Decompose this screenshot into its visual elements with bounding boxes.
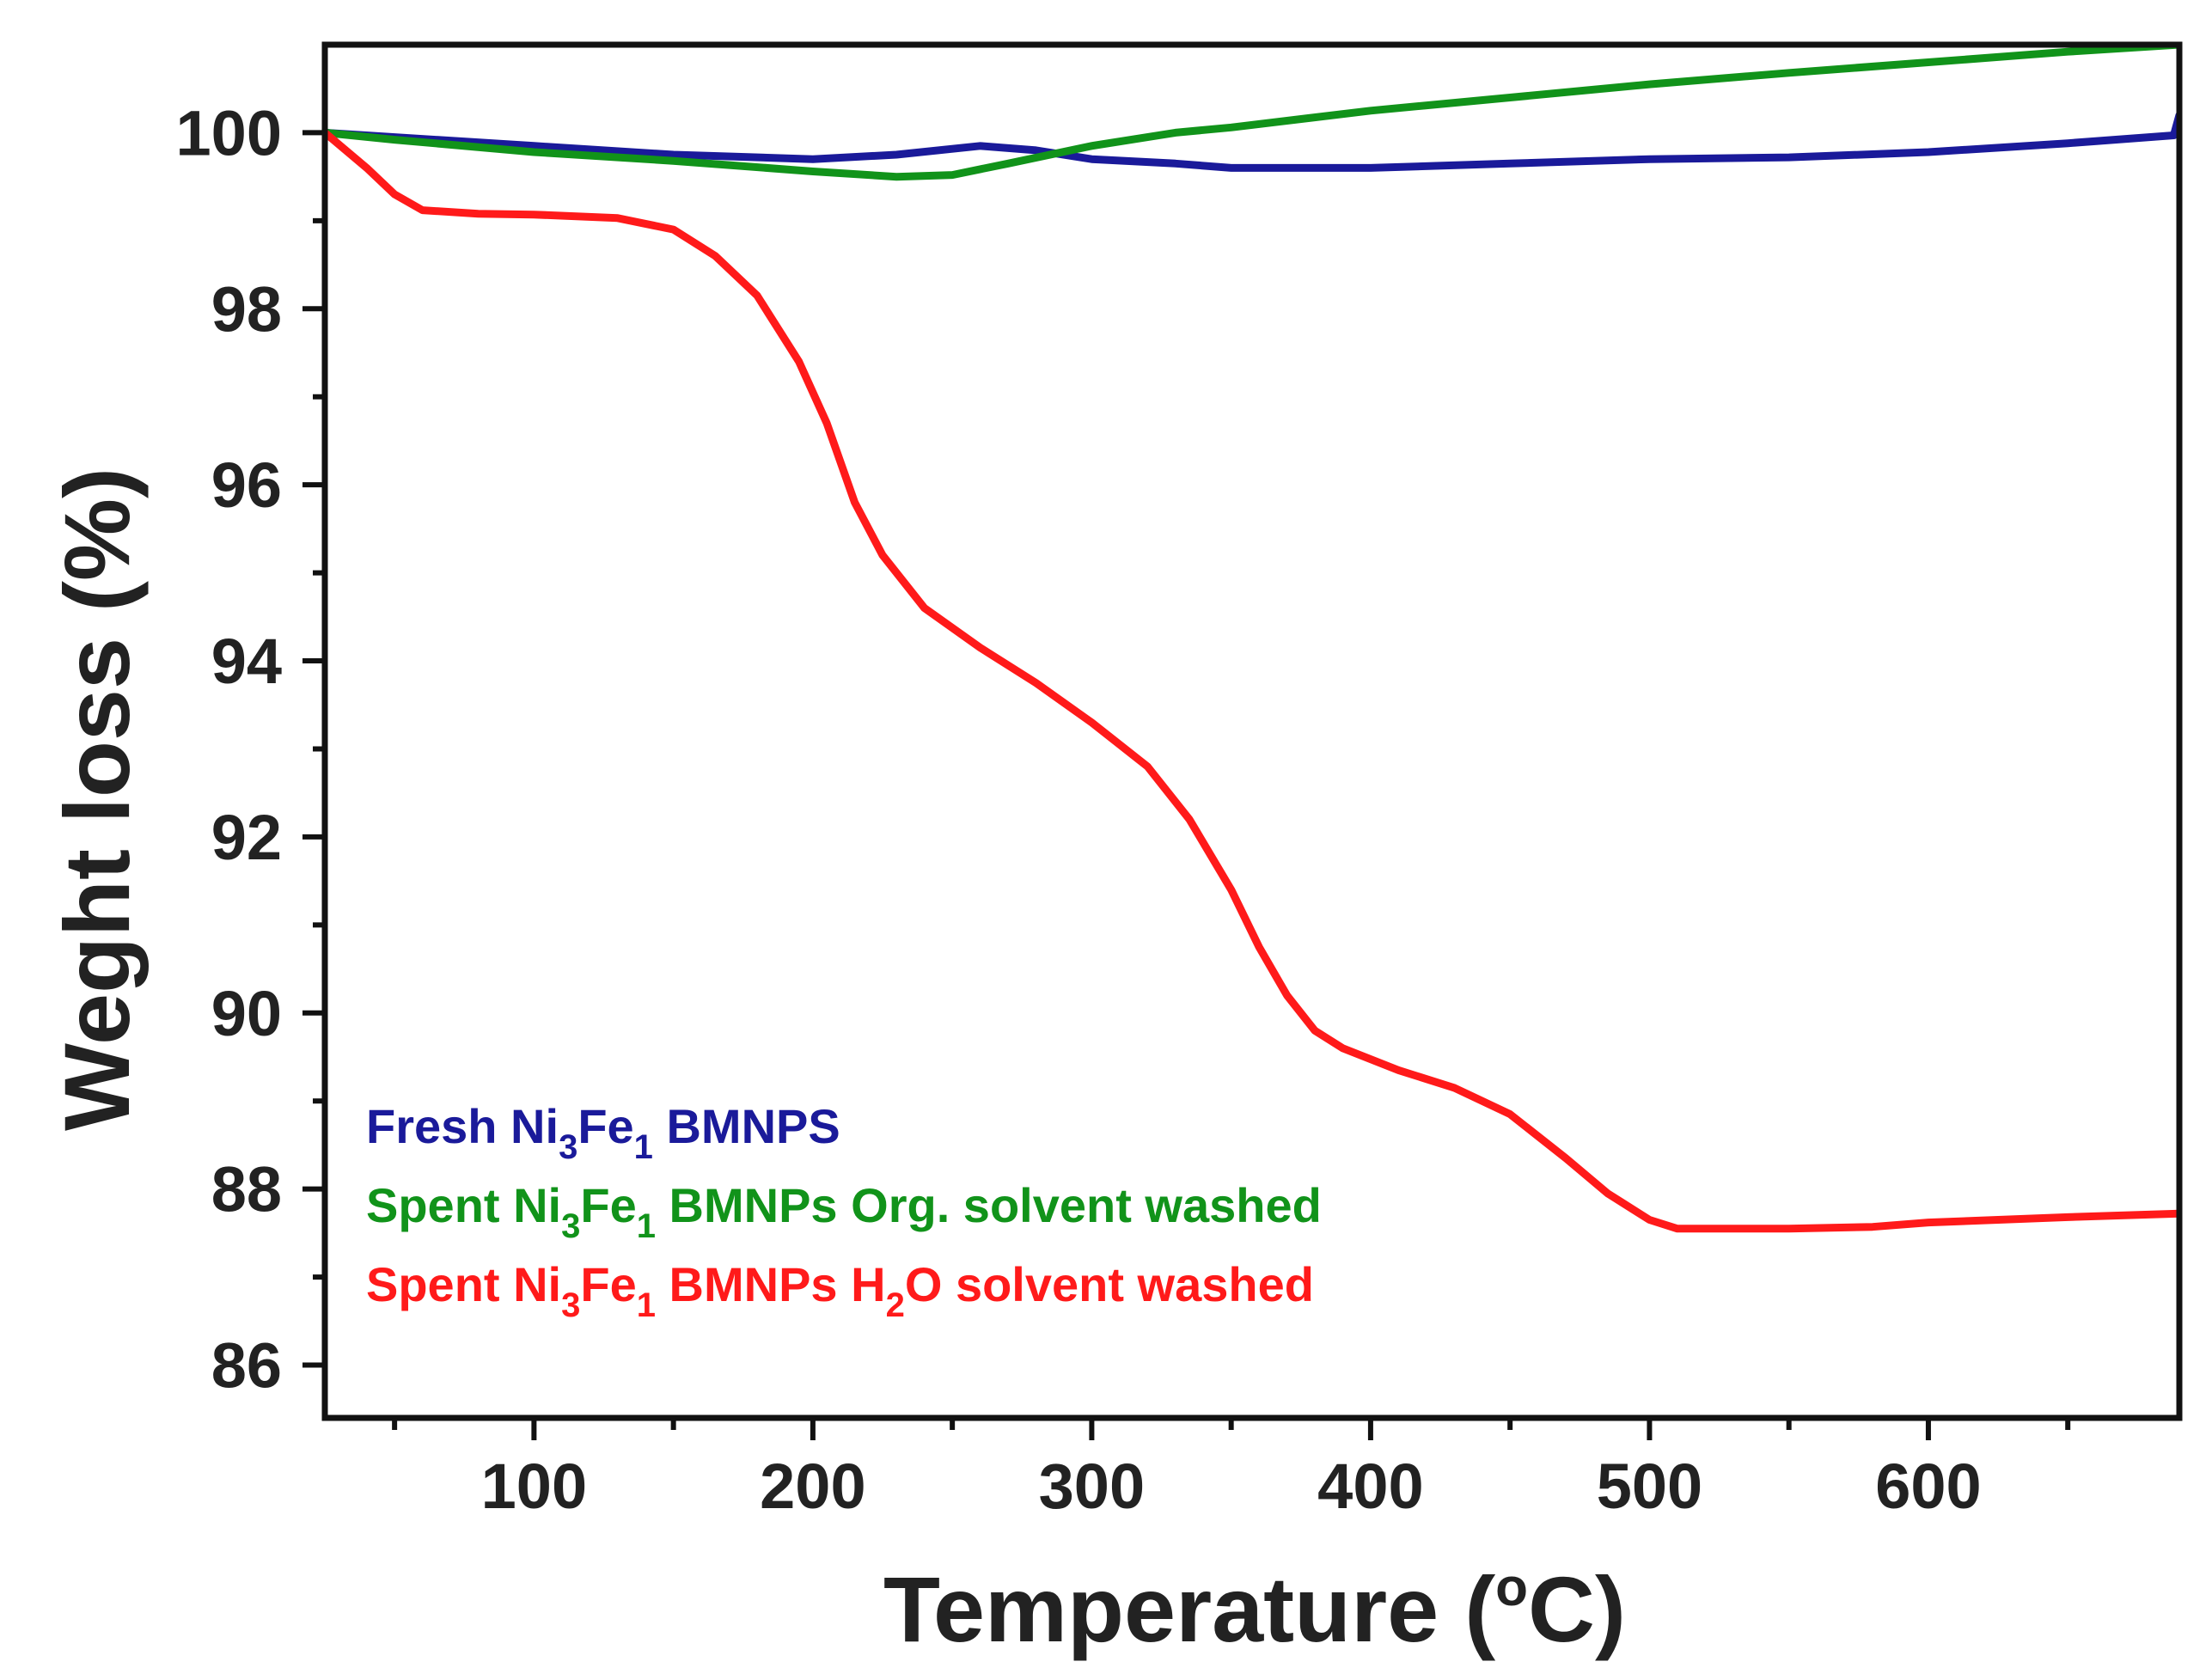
- x-tick-label-300: 300: [1039, 1451, 1145, 1522]
- y-tick-label-100: 100: [176, 97, 282, 168]
- y-tick-label-86: 86: [211, 1330, 282, 1402]
- legend-entry-2: Spent Ni3Fe1 BMNPs Org. solvent washed: [366, 1178, 1322, 1245]
- y-tick-label-88: 88: [211, 1154, 282, 1225]
- series-line-3: [325, 128, 2179, 1233]
- series-line-2: [325, 45, 2179, 181]
- plot-frame: [321, 41, 2183, 1421]
- y-tick-label-96: 96: [211, 449, 282, 521]
- x-axis-title: Temperature (oC): [883, 1557, 1626, 1661]
- x-tick-label-200: 200: [760, 1451, 865, 1522]
- x-tick-label-100: 100: [481, 1451, 587, 1522]
- legend-entry-1: Fresh Ni3Fe1 BMNPS: [366, 1099, 840, 1166]
- x-tick-label-500: 500: [1597, 1451, 1702, 1522]
- legend: Fresh Ni3Fe1 BMNPS Spent Ni3Fe1 BMNPs Org…: [366, 1099, 1322, 1324]
- x-tick-label-400: 400: [1317, 1451, 1423, 1522]
- y-tick-label-92: 92: [211, 802, 282, 873]
- legend-entry-3: Spent Ni3Fe1 BMNPs H2O solvent washed: [366, 1257, 1314, 1324]
- x-tick-label-600: 600: [1875, 1451, 1981, 1522]
- series-line-1: [325, 111, 2179, 172]
- y-tick-label-98: 98: [211, 273, 282, 345]
- y-tick-label-90: 90: [211, 978, 282, 1049]
- y-axis-title: Weght loss (%): [45, 467, 149, 1131]
- y-tick-label-94: 94: [211, 626, 282, 697]
